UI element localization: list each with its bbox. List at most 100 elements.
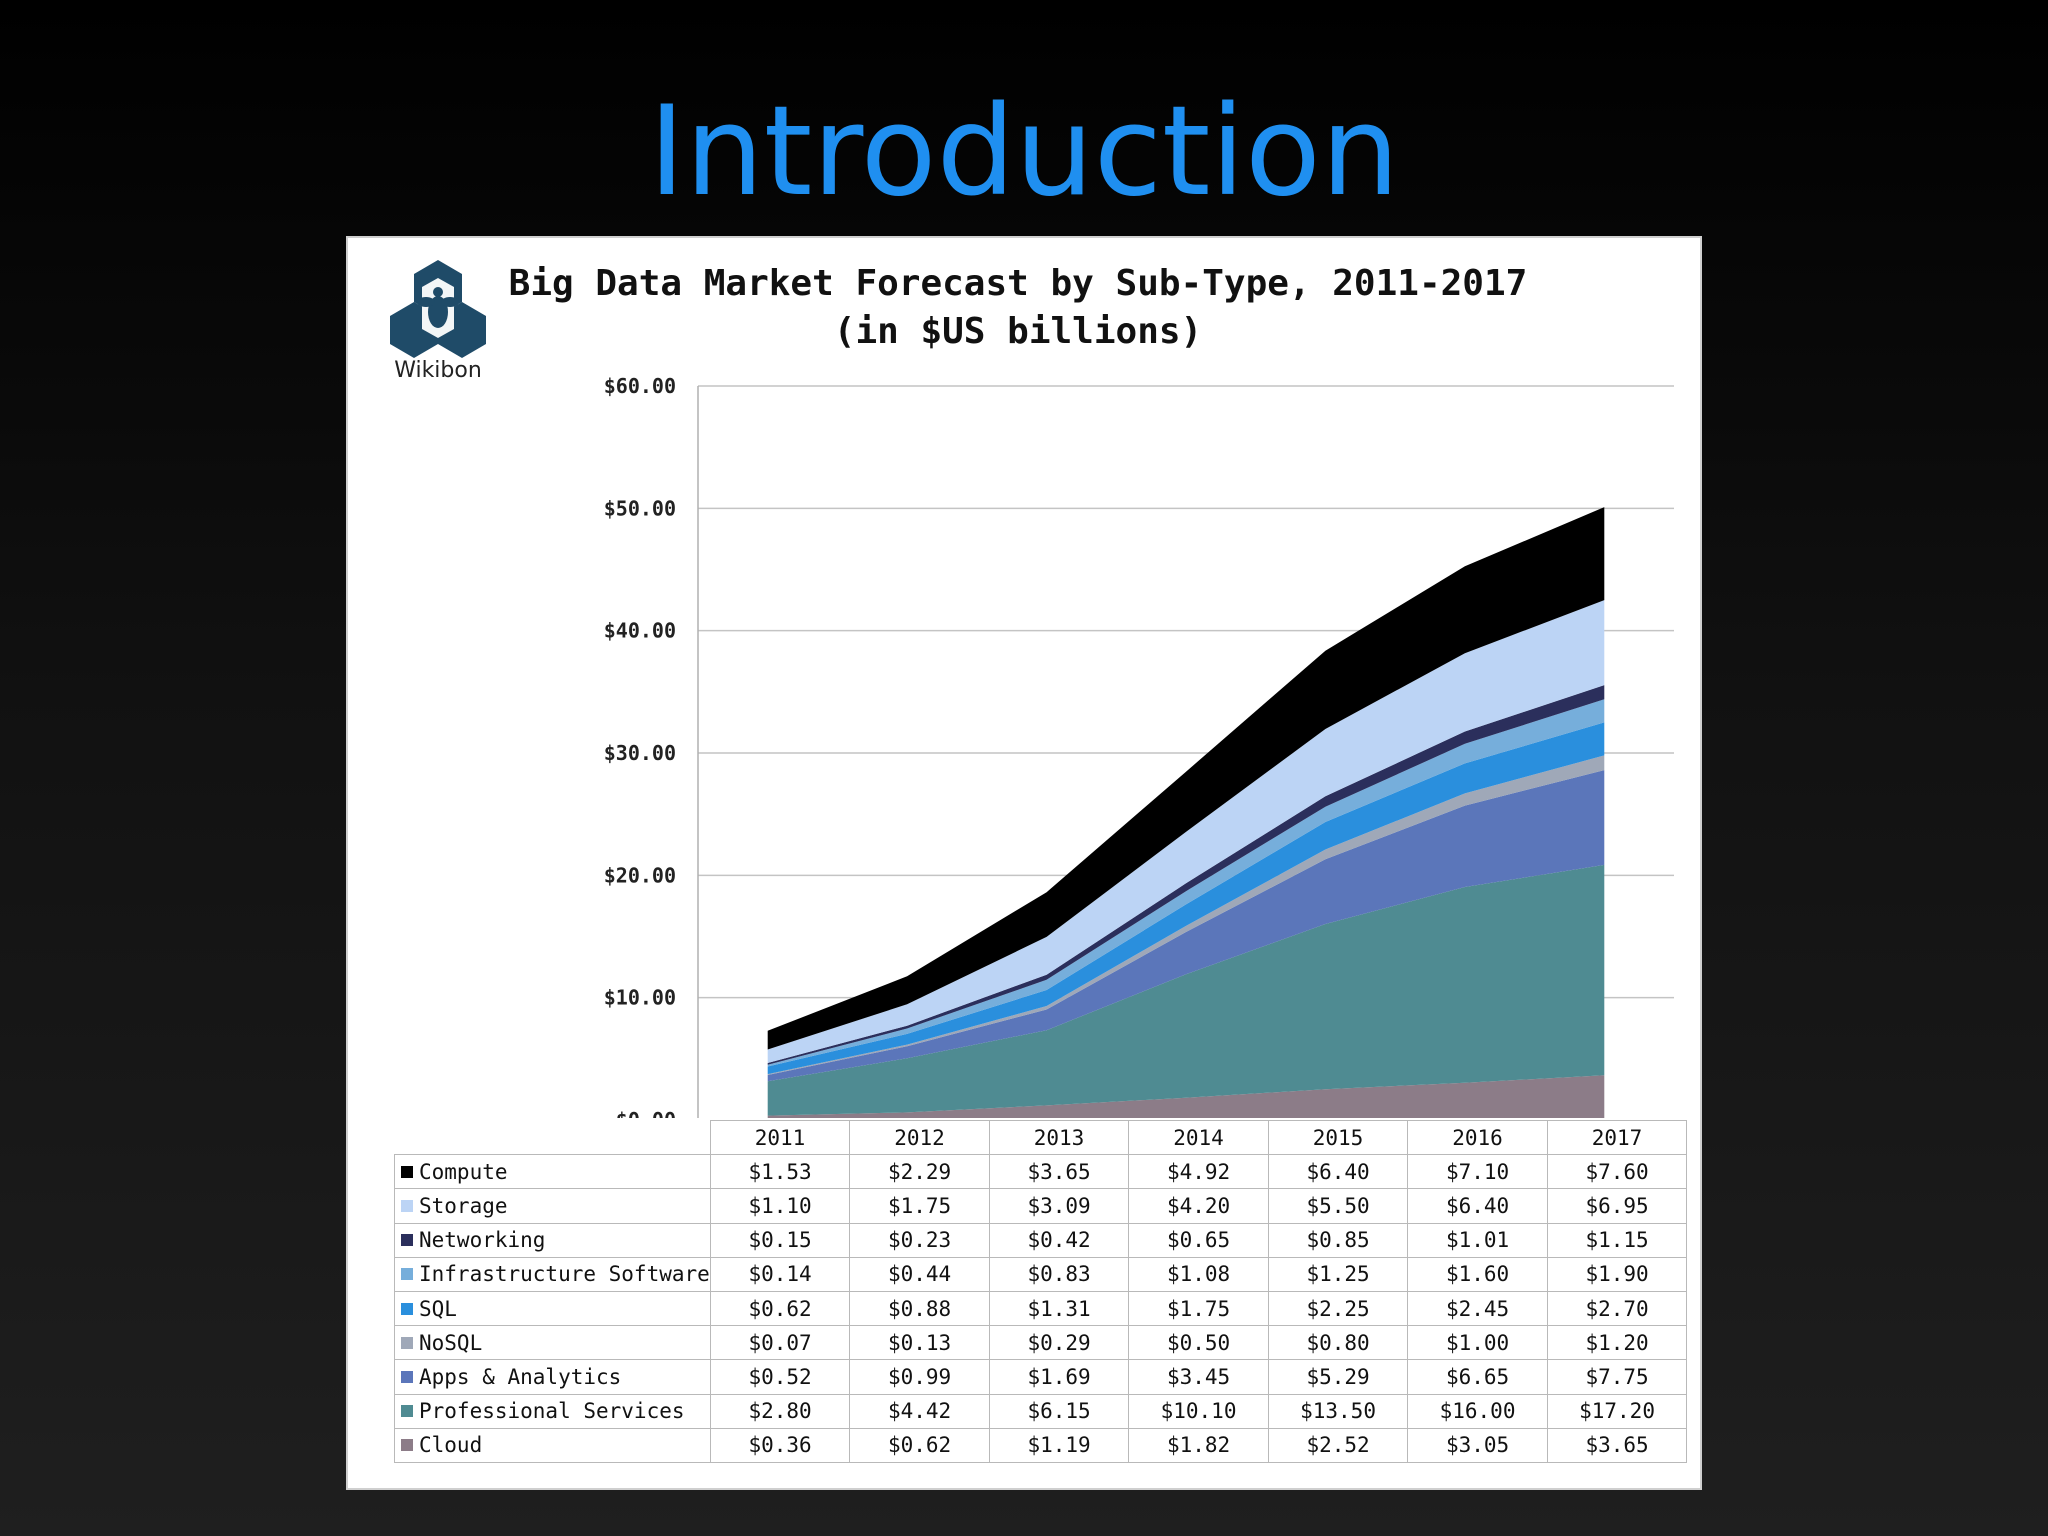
wikibon-logo-icon: [390, 260, 486, 358]
data-label: $2.52: [1267, 1427, 1409, 1463]
legend-swatch: [401, 1268, 413, 1281]
legend-swatch: [401, 1302, 413, 1315]
data-label: $1.90: [1546, 1256, 1688, 1292]
table-row: Networking $0.15 $0.23 $0.42 $0.65 $0.85 $1.01…: [394, 1222, 1688, 1258]
table-header-row: 2011 2012 2013 2014 2015 2016 2017: [394, 1119, 1688, 1156]
data-table: 2011 2012 2013 2014 2015 2016 2017 Compute $1.53…: [394, 1119, 1688, 1463]
data-label: $1.00: [1407, 1325, 1548, 1361]
data-label: $1.19: [988, 1427, 1130, 1463]
table-row: NoSQL $0.07 $0.13 $0.29 $0.50 $0.80 $1.00 $1.20: [394, 1325, 1688, 1361]
data-label: $0.83: [988, 1256, 1130, 1292]
data-label: $13.50: [1267, 1393, 1409, 1429]
data-label: $5.29: [1267, 1359, 1409, 1395]
data-label: $2.45: [1407, 1290, 1548, 1327]
data-label: $5.50: [1267, 1188, 1409, 1224]
chart-title: Big Data Market Forecast by Sub-Type, 20…: [468, 260, 1568, 356]
data-label: $4.92: [1128, 1154, 1269, 1190]
table-row: Apps & Analytics $0.52 $0.99 $1.69 $3.45 $5.2…: [394, 1359, 1688, 1395]
table-corner: [394, 1120, 711, 1156]
data-label: $3.05: [1407, 1427, 1548, 1463]
x-tick-label: 2016: [1407, 1119, 1548, 1156]
data-label: $0.44: [849, 1256, 990, 1292]
data-label: $0.07: [709, 1325, 851, 1361]
legend-label: Storage: [419, 1193, 508, 1218]
data-label: $2.25: [1267, 1290, 1409, 1327]
area-professional-services: [767, 864, 1605, 1116]
data-label: $0.14: [709, 1256, 851, 1292]
data-label: $7.10: [1407, 1154, 1548, 1190]
legend-swatch: [401, 1199, 413, 1212]
data-label: $1.15: [1546, 1222, 1688, 1258]
y-tick-label: $60.00: [604, 374, 676, 398]
data-label: $0.13: [849, 1325, 990, 1361]
table-row: Cloud $0.36 $0.62 $1.19 $1.82 $2.52 $3.05 $3.65: [394, 1427, 1688, 1463]
data-label: $0.52: [709, 1359, 851, 1395]
area-infrastructure-software: [767, 699, 1605, 1067]
data-label: $0.80: [1267, 1325, 1409, 1361]
data-label: $6.65: [1407, 1359, 1548, 1395]
data-label: $0.23: [849, 1222, 990, 1258]
y-tick-label: $10.00: [604, 986, 676, 1010]
area-storage: [767, 600, 1605, 1063]
data-label: $7.75: [1546, 1359, 1688, 1395]
data-label: $1.82: [1128, 1427, 1269, 1463]
legend-entry: NoSQL: [394, 1325, 711, 1361]
legend-label: Professional Services: [419, 1399, 685, 1424]
data-label: $0.88: [849, 1290, 990, 1327]
area-sql: [767, 722, 1605, 1075]
x-tick-label: 2017: [1546, 1119, 1688, 1156]
y-tick-label: $30.00: [604, 741, 676, 765]
data-label: $7.60: [1546, 1154, 1688, 1190]
legend-swatch: [401, 1165, 413, 1178]
legend-label: NoSQL: [419, 1330, 483, 1355]
x-tick-label: 2012: [849, 1119, 990, 1156]
table-row: SQL $0.62 $0.88 $1.31 $1.75 $2.25 $2.45 $2.70: [394, 1290, 1688, 1327]
data-label: $2.29: [849, 1154, 990, 1190]
data-label: $1.08: [1128, 1256, 1269, 1292]
table-row: Compute $1.53 $2.29 $3.65 $4.92 $6.40 $7.10 $7.…: [394, 1154, 1688, 1190]
legend-swatch: [401, 1336, 413, 1349]
data-label: $0.85: [1267, 1222, 1409, 1258]
data-label: $16.00: [1407, 1393, 1548, 1429]
data-label: $0.42: [988, 1222, 1130, 1258]
data-label: $0.62: [709, 1290, 851, 1327]
y-tick-label: $0.00: [616, 1108, 676, 1118]
data-label: $4.20: [1128, 1188, 1269, 1224]
data-label: $6.15: [988, 1393, 1130, 1429]
data-label: $1.10: [709, 1188, 851, 1224]
data-label: $1.01: [1407, 1222, 1548, 1258]
y-tick-label: $20.00: [604, 863, 676, 887]
data-label: $2.80: [709, 1393, 851, 1429]
data-label: $3.09: [988, 1188, 1130, 1224]
data-label: $0.62: [849, 1427, 990, 1463]
legend-swatch: [401, 1234, 413, 1247]
data-label: $0.29: [988, 1325, 1130, 1361]
data-label: $1.53: [709, 1154, 851, 1190]
y-tick-label: $50.00: [604, 496, 676, 520]
data-label: $0.15: [709, 1222, 851, 1258]
x-tick-label: 2014: [1128, 1119, 1269, 1156]
data-label: $6.95: [1546, 1188, 1688, 1224]
legend-label: Networking: [419, 1228, 546, 1253]
data-label: $1.31: [988, 1290, 1130, 1327]
data-label: $3.45: [1128, 1359, 1269, 1395]
data-label: $0.99: [849, 1359, 990, 1395]
data-label: $6.40: [1267, 1154, 1409, 1190]
table-row: Professional Services $2.80 $4.42 $6.15 $10.…: [394, 1393, 1688, 1429]
x-tick-label: 2013: [988, 1119, 1130, 1156]
legend-label: Cloud: [419, 1433, 483, 1458]
area-nosql: [767, 755, 1605, 1075]
data-label: $1.75: [1128, 1290, 1269, 1327]
area-apps-analytics: [767, 770, 1605, 1082]
chart-subtitle: (in $US billions): [833, 311, 1203, 352]
data-label: $1.75: [849, 1188, 990, 1224]
legend-entry: Compute: [394, 1154, 711, 1190]
data-label: $0.50: [1128, 1325, 1269, 1361]
logo-text: Wikibon: [394, 358, 482, 383]
slide-title: Introduction: [648, 80, 1400, 224]
legend-swatch: [401, 1370, 413, 1383]
data-label: $0.65: [1128, 1222, 1269, 1258]
data-label: $0.36: [709, 1427, 851, 1463]
area-networking: [767, 685, 1605, 1065]
chart-panel: Wikibon Big Data Market Forecast by Sub-…: [346, 236, 1702, 1490]
